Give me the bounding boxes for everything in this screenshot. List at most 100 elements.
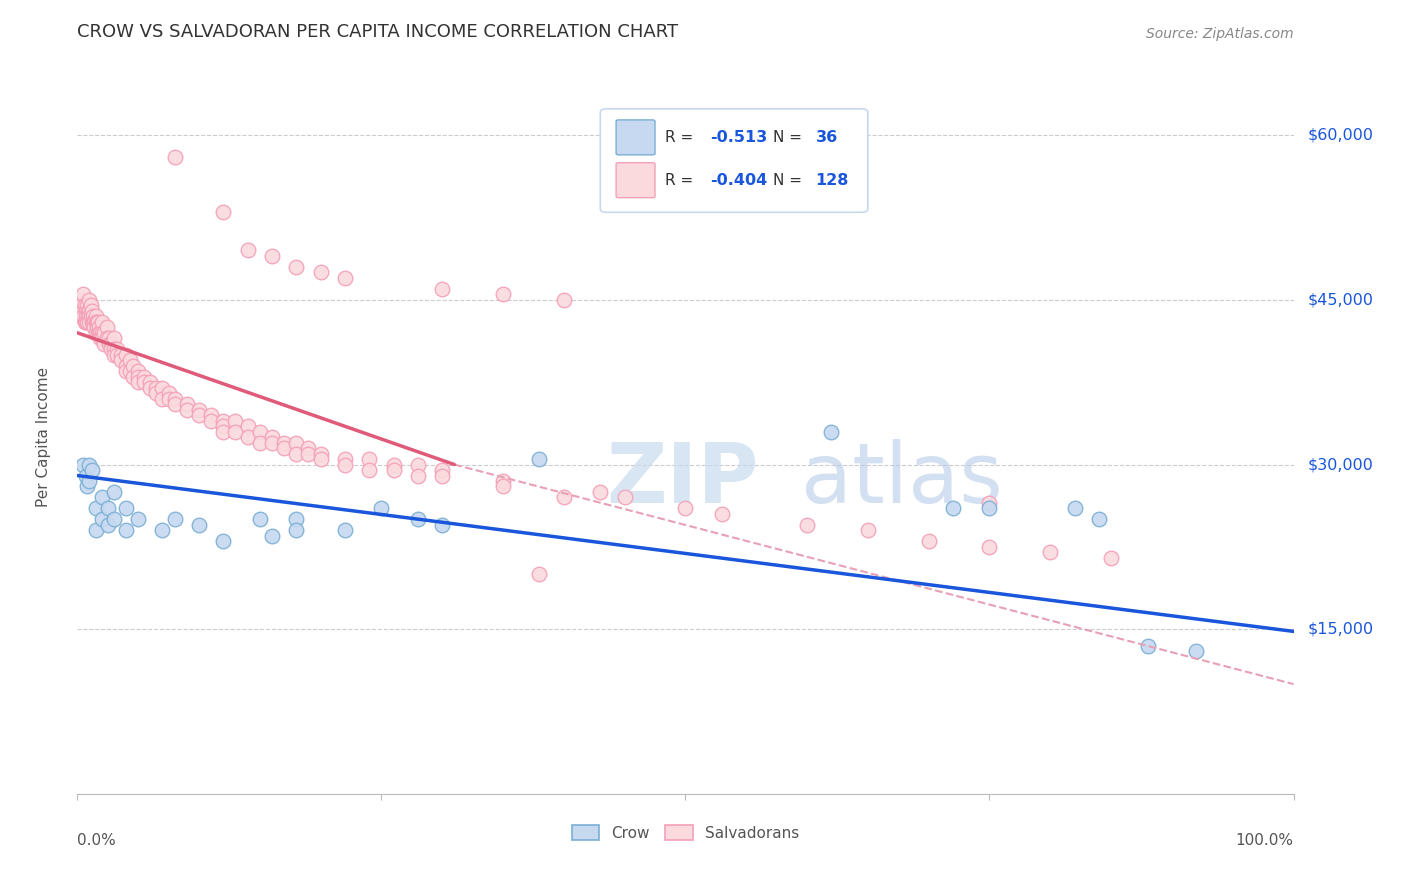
Point: [79, 458, 101, 472]
Text: ZIP: ZIP: [606, 440, 759, 520]
Point: [77, 303, 100, 318]
Point: [1039, 545, 1062, 559]
Point: [157, 392, 180, 406]
Point: [115, 524, 138, 538]
Point: [72, 310, 94, 324]
Point: [127, 364, 149, 378]
Point: [77, 310, 100, 324]
Point: [70, 298, 93, 312]
Point: [96, 331, 118, 345]
Point: [406, 512, 429, 526]
Point: [89, 326, 111, 340]
Point: [80, 298, 103, 312]
Point: [1063, 501, 1085, 516]
Point: [145, 386, 167, 401]
Point: [212, 414, 235, 428]
Point: [107, 348, 129, 362]
Point: [90, 512, 112, 526]
Point: [856, 524, 879, 538]
Point: [236, 430, 259, 444]
Point: [406, 468, 429, 483]
Point: [122, 359, 145, 373]
Text: 128: 128: [815, 173, 849, 187]
Point: [492, 479, 515, 493]
Point: [553, 491, 575, 505]
Point: [796, 517, 818, 532]
Point: [76, 479, 98, 493]
Point: [79, 293, 101, 307]
Point: [80, 315, 103, 329]
Point: [675, 501, 697, 516]
Point: [84, 524, 107, 538]
Point: [79, 310, 101, 324]
Point: [297, 441, 319, 455]
Point: [139, 375, 162, 389]
Point: [100, 336, 122, 351]
Point: [118, 353, 141, 368]
Text: N =: N =: [773, 173, 811, 187]
Point: [103, 331, 125, 345]
Text: Per Capita Income: Per Capita Income: [35, 367, 51, 508]
Point: [79, 303, 101, 318]
Text: CROW VS SALVADORAN PER CAPITA INCOME CORRELATION CHART: CROW VS SALVADORAN PER CAPITA INCOME COR…: [77, 23, 679, 41]
Point: [83, 320, 105, 334]
Text: atlas: atlas: [801, 440, 1002, 520]
Point: [249, 435, 271, 450]
Point: [84, 310, 107, 324]
Point: [188, 408, 211, 422]
Point: [492, 474, 515, 488]
Point: [139, 381, 162, 395]
Point: [75, 310, 97, 324]
Point: [1136, 639, 1159, 653]
Point: [333, 524, 356, 538]
Point: [97, 331, 120, 345]
Point: [297, 446, 319, 460]
Point: [212, 419, 235, 434]
Point: [70, 303, 93, 318]
Text: $45,000: $45,000: [1308, 293, 1374, 308]
Point: [70, 310, 93, 324]
Point: [79, 315, 101, 329]
Point: [83, 315, 105, 329]
Point: [82, 310, 104, 324]
Point: [382, 463, 405, 477]
FancyBboxPatch shape: [600, 109, 868, 212]
Point: [589, 485, 612, 500]
Point: [176, 402, 198, 417]
Point: [430, 517, 453, 532]
Point: [212, 425, 235, 439]
Point: [75, 303, 97, 318]
Point: [72, 287, 94, 301]
Point: [84, 315, 107, 329]
Point: [370, 501, 392, 516]
Point: [163, 397, 186, 411]
Point: [285, 524, 308, 538]
Point: [979, 501, 1001, 516]
Point: [529, 567, 551, 582]
Point: [200, 408, 222, 422]
Point: [115, 348, 138, 362]
Point: [80, 310, 103, 324]
Point: [93, 336, 115, 351]
Point: [73, 315, 96, 329]
Point: [236, 244, 259, 258]
Point: [176, 397, 198, 411]
Text: 0.0%: 0.0%: [77, 833, 117, 848]
Point: [710, 507, 733, 521]
Point: [75, 468, 97, 483]
Point: [127, 369, 149, 384]
Point: [285, 446, 308, 460]
Point: [200, 414, 222, 428]
Point: [1099, 550, 1122, 565]
Point: [72, 303, 94, 318]
Point: [134, 375, 156, 389]
Point: [87, 326, 110, 340]
Point: [80, 303, 103, 318]
Point: [333, 452, 356, 467]
Point: [152, 392, 174, 406]
Text: N =: N =: [773, 130, 811, 145]
Point: [212, 205, 235, 219]
Point: [93, 326, 115, 340]
Point: [73, 298, 96, 312]
Point: [84, 501, 107, 516]
